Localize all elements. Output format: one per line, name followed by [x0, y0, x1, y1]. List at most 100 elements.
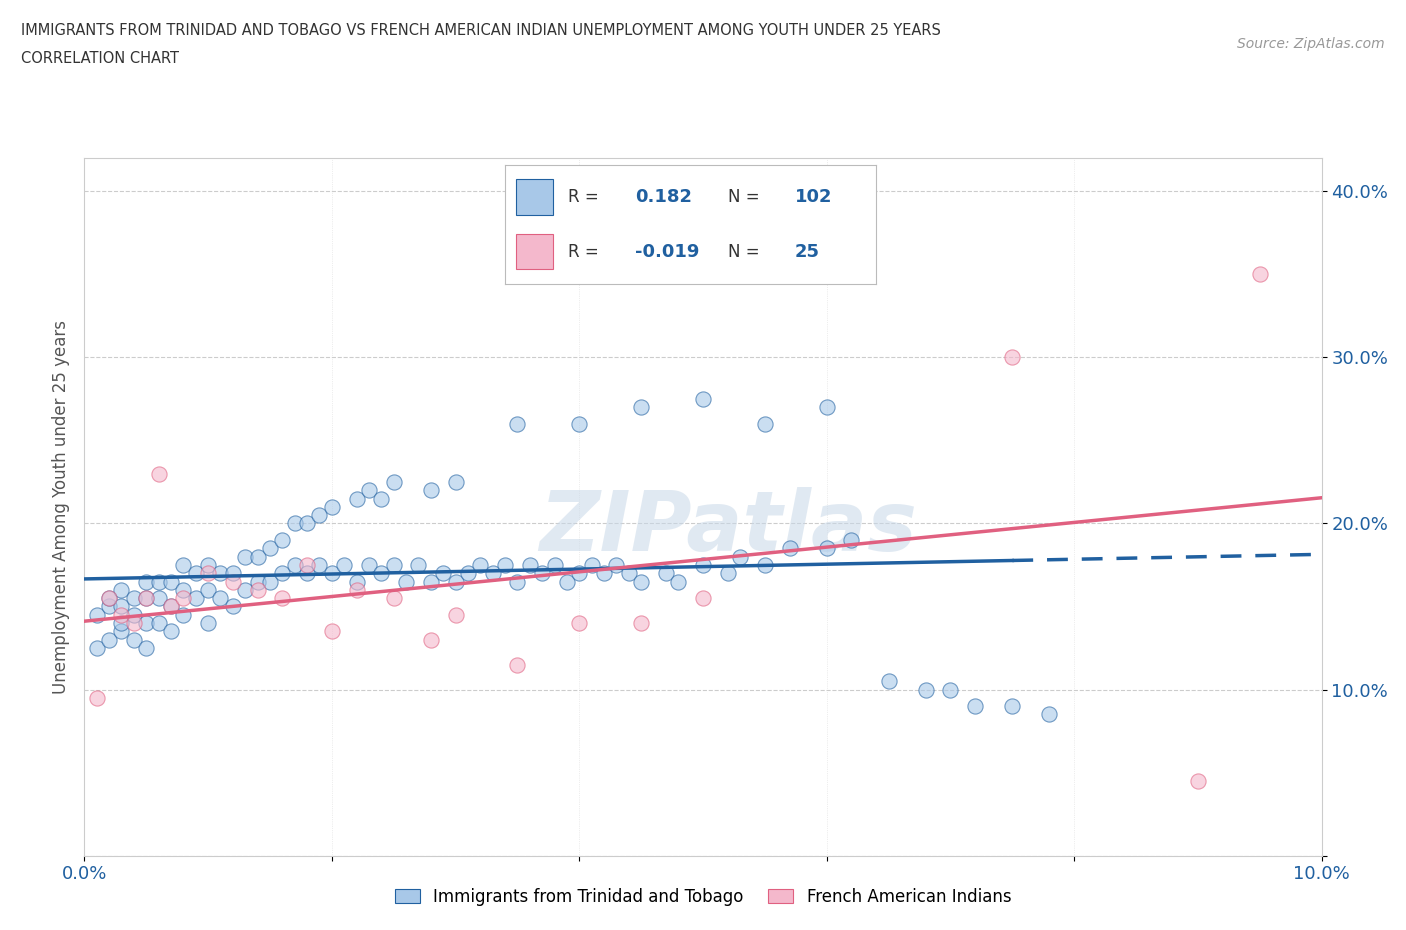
Point	[346, 582, 368, 597]
Point	[246, 574, 269, 589]
Point	[506, 574, 529, 589]
Text: ZIPatlas: ZIPatlas	[538, 487, 917, 568]
Point	[481, 565, 503, 580]
Point	[841, 533, 863, 548]
Point	[209, 565, 232, 580]
Point	[543, 557, 565, 572]
Point	[605, 557, 627, 572]
Point	[233, 550, 256, 565]
Point	[110, 624, 132, 639]
Point	[382, 591, 405, 605]
Point	[308, 557, 330, 572]
Point	[160, 624, 183, 639]
Point	[568, 417, 591, 432]
Point	[295, 516, 318, 531]
Point	[135, 616, 157, 631]
Point	[321, 624, 343, 639]
Point	[259, 541, 281, 556]
Point	[172, 591, 194, 605]
Point	[222, 565, 245, 580]
Point	[333, 557, 356, 572]
Point	[494, 557, 516, 572]
Point	[271, 565, 294, 580]
Point	[122, 632, 145, 647]
Point	[184, 565, 207, 580]
Point	[630, 616, 652, 631]
Point	[148, 466, 170, 481]
Point	[110, 616, 132, 631]
Point	[246, 550, 269, 565]
Point	[321, 565, 343, 580]
Point	[135, 591, 157, 605]
Point	[655, 565, 678, 580]
Point	[444, 607, 467, 622]
Point	[419, 483, 441, 498]
Point	[728, 550, 751, 565]
Point	[160, 599, 183, 614]
Point	[98, 599, 121, 614]
Point	[617, 565, 640, 580]
Point	[122, 616, 145, 631]
Point	[110, 599, 132, 614]
Point	[1187, 774, 1209, 789]
Point	[939, 682, 962, 697]
Point	[877, 673, 900, 688]
Point	[568, 565, 591, 580]
Point	[419, 632, 441, 647]
Point	[110, 607, 132, 622]
Point	[160, 599, 183, 614]
Point	[754, 557, 776, 572]
Point	[593, 565, 616, 580]
Point	[432, 565, 454, 580]
Y-axis label: Unemployment Among Youth under 25 years: Unemployment Among Youth under 25 years	[52, 320, 70, 694]
Point	[815, 400, 838, 415]
Point	[148, 591, 170, 605]
Point	[779, 541, 801, 556]
Point	[98, 591, 121, 605]
Point	[357, 557, 380, 572]
Point	[259, 574, 281, 589]
Point	[295, 565, 318, 580]
Point	[346, 574, 368, 589]
Point	[135, 591, 157, 605]
Point	[519, 557, 541, 572]
Point	[630, 574, 652, 589]
Point	[98, 591, 121, 605]
Point	[357, 483, 380, 498]
Point	[1249, 267, 1271, 282]
Point	[184, 591, 207, 605]
Point	[581, 557, 603, 572]
Point	[692, 392, 714, 406]
Point	[506, 658, 529, 672]
Point	[135, 574, 157, 589]
Point	[321, 499, 343, 514]
Point	[148, 616, 170, 631]
Point	[122, 607, 145, 622]
Point	[86, 641, 108, 656]
Point	[444, 474, 467, 489]
Point	[135, 641, 157, 656]
Point	[408, 557, 430, 572]
Point	[209, 591, 232, 605]
Point	[284, 516, 307, 531]
Point	[1001, 698, 1024, 713]
Point	[666, 574, 689, 589]
Point	[222, 599, 245, 614]
Point	[444, 574, 467, 589]
Point	[630, 400, 652, 415]
Point	[1038, 707, 1060, 722]
Point	[370, 565, 392, 580]
Point	[295, 557, 318, 572]
Point	[717, 565, 740, 580]
Point	[98, 632, 121, 647]
Text: CORRELATION CHART: CORRELATION CHART	[21, 51, 179, 66]
Point	[815, 541, 838, 556]
Point	[271, 533, 294, 548]
Point	[271, 591, 294, 605]
Point	[1001, 350, 1024, 365]
Point	[172, 582, 194, 597]
Point	[172, 607, 194, 622]
Point	[692, 557, 714, 572]
Point	[395, 574, 418, 589]
Point	[197, 616, 219, 631]
